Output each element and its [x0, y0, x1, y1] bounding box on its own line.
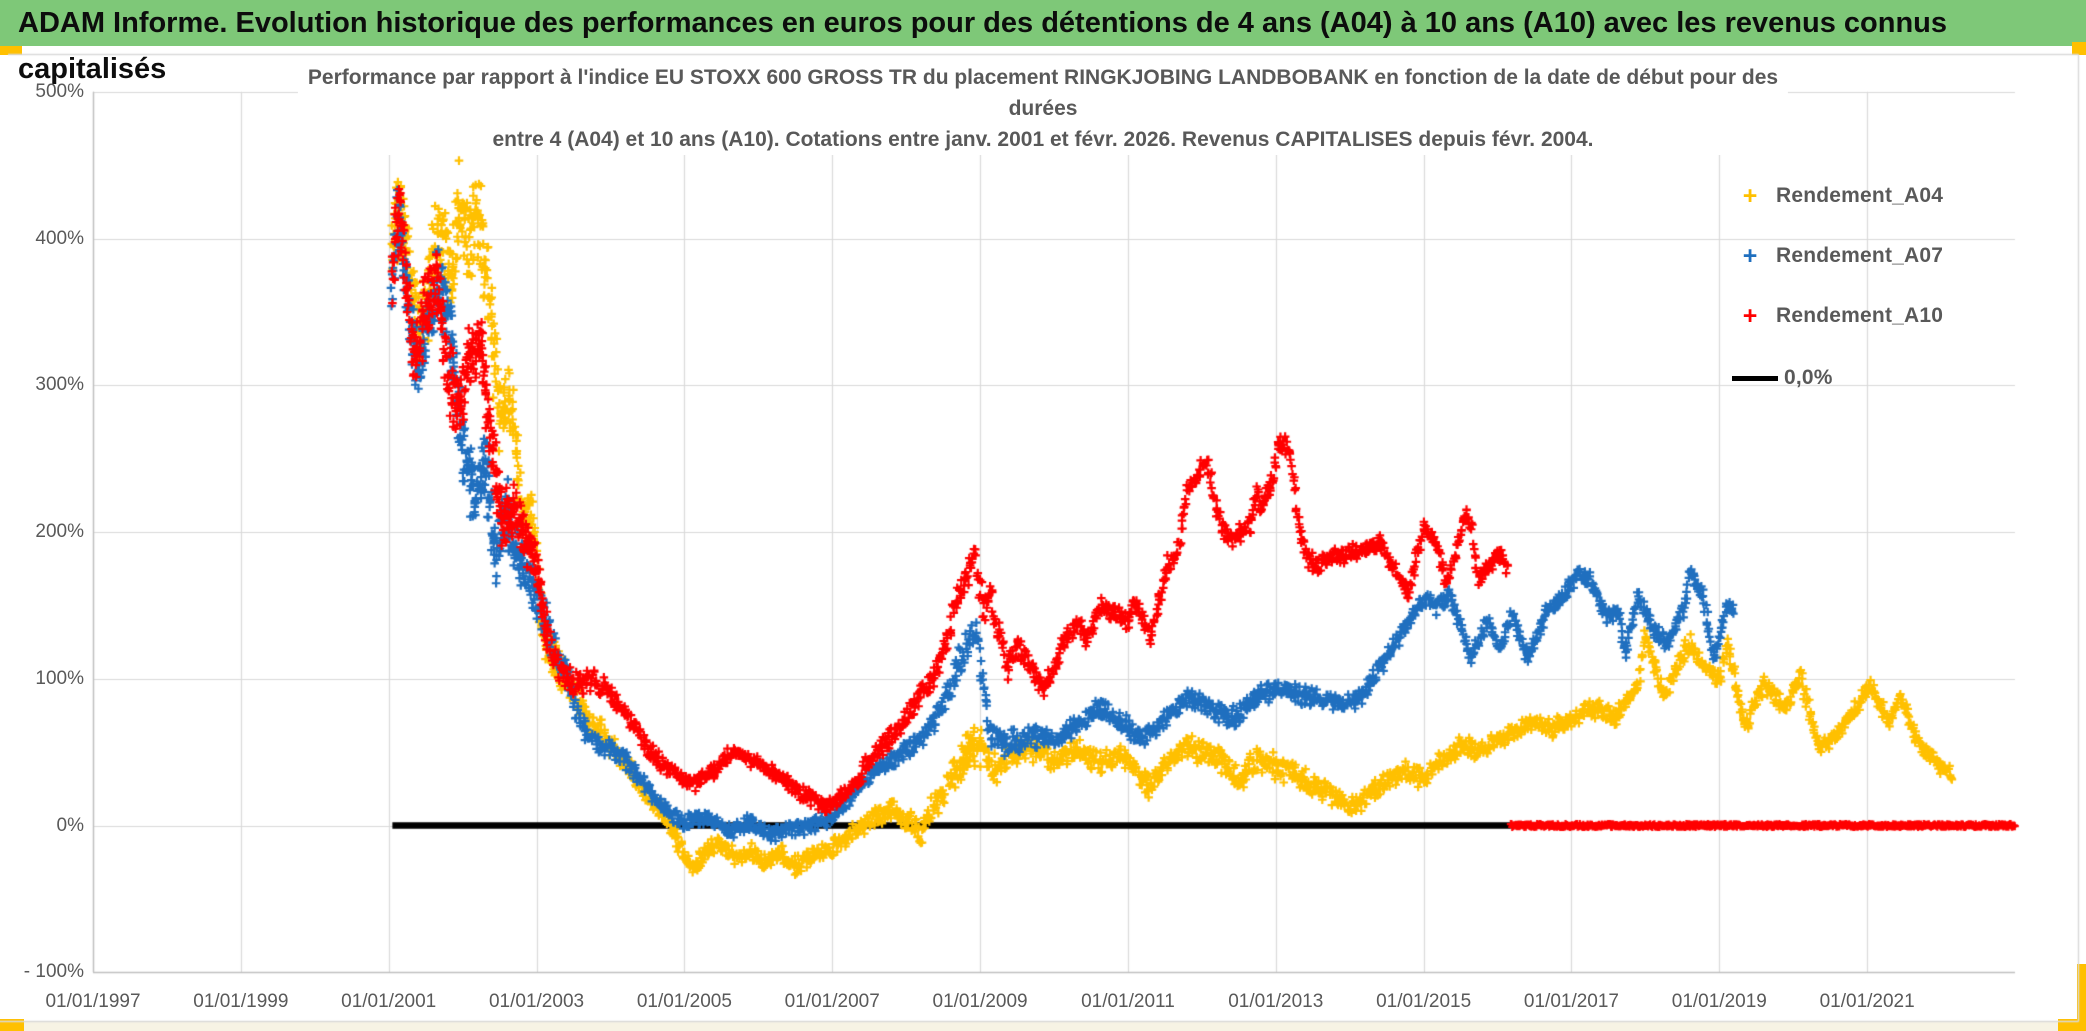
x-axis-label: 01/01/2021 [1819, 991, 1915, 1012]
legend-plus-marker-icon: + [1742, 242, 1758, 270]
x-axis-label: 01/01/2001 [341, 991, 437, 1012]
x-axis-label: 01/01/2007 [784, 991, 880, 1012]
legend-plus-marker-icon: + [1742, 302, 1758, 330]
legend-line-marker-icon [1732, 375, 1778, 381]
chart-title: Performance par rapport à l'indice EU ST… [297, 62, 1789, 155]
y-axis-label: 100% [35, 667, 84, 689]
x-axis-label: 01/01/1997 [45, 991, 141, 1012]
legend-item-rendement-a10: + Rendement_A10 [1724, 300, 1943, 332]
y-axis-label: 300% [35, 374, 84, 396]
x-axis-label: 01/01/2011 [1081, 991, 1175, 1012]
y-axis-label: 500% [35, 80, 84, 102]
chart-title-line1: Performance par rapport à l'indice EU ST… [307, 66, 1779, 89]
legend-label: Rendement_A07 [1776, 244, 1944, 267]
y-axis-label: 400% [35, 227, 84, 249]
x-axis-label: 01/01/2013 [1228, 991, 1324, 1012]
x-axis-label: 01/01/2019 [1671, 991, 1767, 1012]
legend-item-0-0-: 0,0% [1724, 362, 1833, 394]
x-axis-label: 01/01/2003 [488, 991, 585, 1012]
x-axis-label: 01/01/2005 [636, 991, 732, 1012]
x-axis-label: 01/01/2015 [1376, 991, 1472, 1012]
legend-label: Rendement_A10 [1776, 304, 1944, 327]
legend-item-rendement-a04: + Rendement_A04 [1724, 180, 1943, 212]
y-axis-label: - 100% [23, 961, 84, 983]
y-axis-label: 200% [35, 521, 84, 542]
legend-label: Rendement_A04 [1776, 184, 1944, 207]
legend-label: 0,0% [1784, 366, 1833, 389]
legend-plus-marker-icon: + [1742, 182, 1758, 210]
x-axis-label: 01/01/1999 [193, 991, 289, 1012]
y-axis-label: 0% [56, 814, 84, 836]
legend-item-rendement-a07: + Rendement_A07 [1724, 240, 1943, 272]
x-axis-label: 01/01/2017 [1523, 991, 1619, 1012]
chart-title-line3: entre 4 (A04) et 10 ans (A10). Cotations… [492, 128, 1594, 151]
x-axis-label: 01/01/2009 [932, 991, 1028, 1012]
chart-title-line2: durées [1008, 97, 1078, 120]
